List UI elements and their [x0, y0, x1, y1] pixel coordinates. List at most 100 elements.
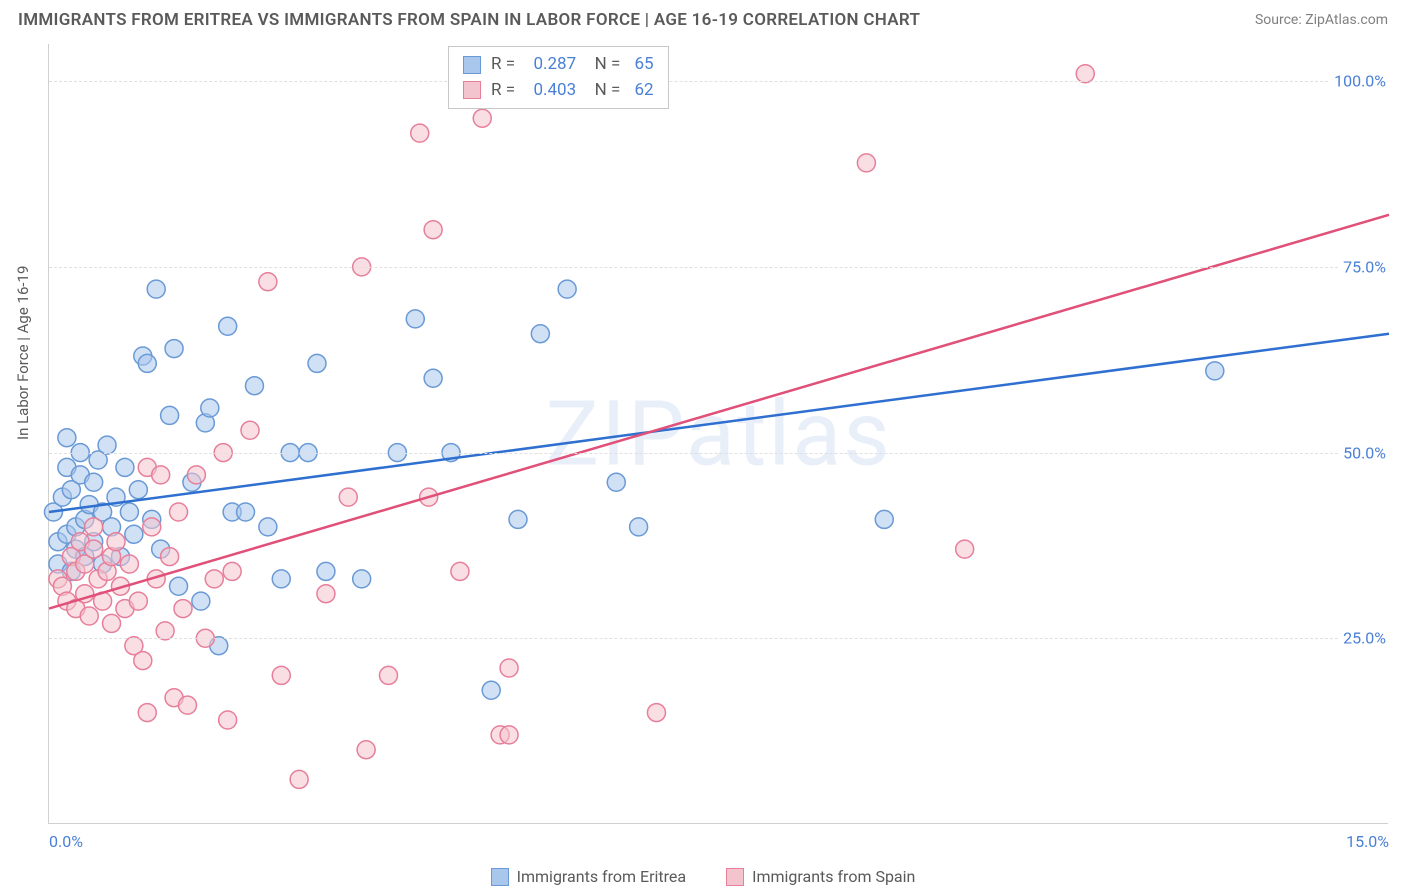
data-point: [353, 570, 371, 588]
data-point: [558, 280, 576, 298]
gridline: [49, 267, 1388, 268]
source-label: Source: ZipAtlas.com: [1255, 12, 1388, 28]
data-point: [58, 429, 76, 447]
swatch-eritrea: [463, 56, 481, 74]
data-point: [259, 273, 277, 291]
legend-row-spain: R = 0.403 N = 62: [463, 78, 654, 104]
data-point: [259, 518, 277, 536]
data-point: [290, 770, 308, 788]
data-point: [500, 726, 518, 744]
x-tick-label: 15.0%: [1346, 832, 1389, 851]
n-value-eritrea: 65: [635, 52, 654, 78]
data-point: [509, 510, 527, 528]
y-tick-label: 100.0%: [1330, 72, 1390, 91]
data-point: [125, 525, 143, 543]
data-point: [178, 696, 196, 714]
data-point: [129, 592, 147, 610]
data-point: [245, 377, 263, 395]
x-tick-label: 0.0%: [49, 832, 83, 851]
data-point: [424, 221, 442, 239]
data-point: [143, 518, 161, 536]
data-point: [116, 458, 134, 476]
data-point: [531, 325, 549, 343]
data-point: [272, 666, 290, 684]
legend-item-eritrea: Immigrants from Eritrea: [491, 867, 686, 886]
swatch-spain: [463, 81, 481, 99]
data-point: [241, 421, 259, 439]
data-point: [85, 540, 103, 558]
data-point: [192, 592, 210, 610]
data-point: [1206, 362, 1224, 380]
data-point: [272, 570, 290, 588]
data-point: [138, 354, 156, 372]
data-point: [424, 369, 442, 387]
data-point: [308, 354, 326, 372]
data-point: [201, 399, 219, 417]
data-point: [956, 540, 974, 558]
data-point: [120, 555, 138, 573]
legend-item-spain: Immigrants from Spain: [726, 867, 915, 886]
swatch-eritrea-icon: [491, 868, 509, 886]
r-value-eritrea: 0.287: [533, 52, 576, 78]
data-point: [85, 473, 103, 491]
data-point: [357, 741, 375, 759]
legend-label-eritrea: Immigrants from Eritrea: [517, 867, 686, 886]
data-point: [161, 406, 179, 424]
data-point: [174, 600, 192, 618]
data-point: [80, 607, 98, 625]
data-point: [156, 622, 174, 640]
data-point: [1076, 65, 1094, 83]
gridline: [49, 81, 1388, 82]
n-value-spain: 62: [635, 78, 654, 104]
y-tick-label: 75.0%: [1339, 257, 1390, 276]
data-point: [630, 518, 648, 536]
series-legend: Immigrants from Eritrea Immigrants from …: [0, 867, 1406, 886]
data-point: [317, 585, 335, 603]
y-tick-label: 25.0%: [1339, 629, 1390, 648]
data-point: [223, 562, 241, 580]
trend-line: [49, 215, 1389, 609]
data-point: [103, 614, 121, 632]
data-point: [170, 577, 188, 595]
data-point: [339, 488, 357, 506]
gridline: [49, 453, 1388, 454]
data-point: [107, 533, 125, 551]
data-point: [170, 503, 188, 521]
data-point: [500, 659, 518, 677]
data-point: [129, 481, 147, 499]
data-point: [607, 473, 625, 491]
data-point: [205, 570, 223, 588]
chart-plot-area: ZIPatlas 25.0%50.0%75.0%100.0%0.0%15.0%: [48, 44, 1388, 824]
data-point: [473, 109, 491, 127]
data-point: [98, 436, 116, 454]
data-point: [152, 466, 170, 484]
data-point: [451, 562, 469, 580]
scatter-svg: [49, 44, 1388, 823]
data-point: [857, 154, 875, 172]
swatch-spain-icon: [726, 868, 744, 886]
correlation-legend: R = 0.287 N = 65 R = 0.403 N = 62: [448, 46, 669, 109]
data-point: [482, 681, 500, 699]
data-point: [237, 503, 255, 521]
gridline: [49, 638, 1388, 639]
header: IMMIGRANTS FROM ERITREA VS IMMIGRANTS FR…: [0, 0, 1406, 36]
data-point: [406, 310, 424, 328]
data-point: [161, 548, 179, 566]
legend-row-eritrea: R = 0.287 N = 65: [463, 52, 654, 78]
data-point: [317, 562, 335, 580]
data-point: [165, 340, 183, 358]
data-point: [875, 510, 893, 528]
data-point: [219, 317, 237, 335]
data-point: [647, 704, 665, 722]
r-value-spain: 0.403: [533, 78, 576, 104]
data-point: [134, 652, 152, 670]
data-point: [187, 466, 205, 484]
data-point: [120, 503, 138, 521]
data-point: [379, 666, 397, 684]
legend-label-spain: Immigrants from Spain: [752, 867, 915, 886]
data-point: [411, 124, 429, 142]
chart-title: IMMIGRANTS FROM ERITREA VS IMMIGRANTS FR…: [18, 10, 920, 30]
data-point: [138, 704, 156, 722]
data-point: [85, 518, 103, 536]
y-tick-label: 50.0%: [1339, 443, 1390, 462]
